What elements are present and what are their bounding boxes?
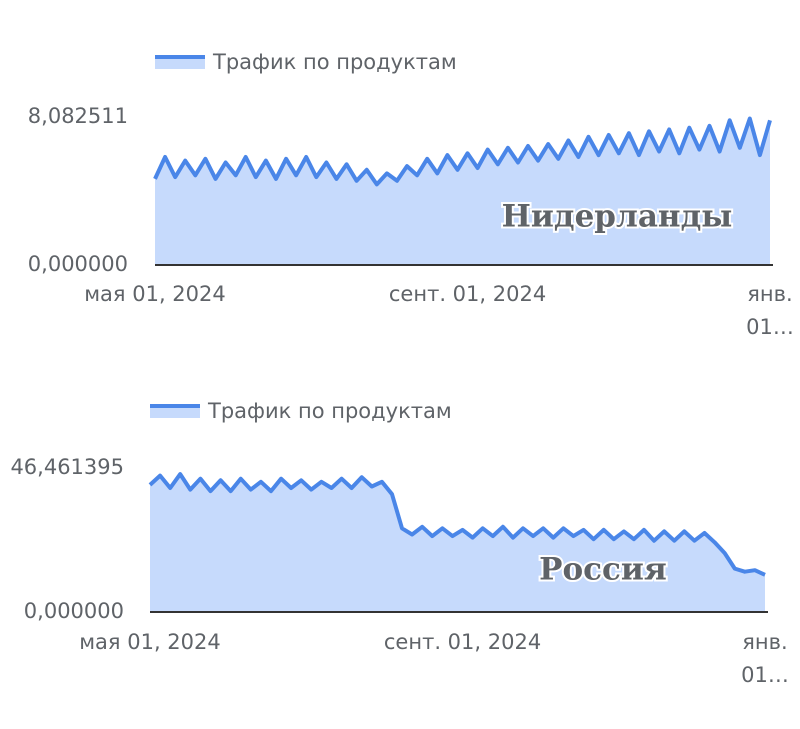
annotation: Россия — [539, 552, 667, 588]
y-tick-label: 8,082511 — [28, 104, 128, 128]
x-tick-label: мая 01, 2024 — [79, 630, 221, 654]
y-tick-label: 0,000000 — [28, 252, 128, 276]
annotation: Нидерланды — [502, 199, 733, 235]
area — [155, 118, 770, 265]
x-tick-label: янв. 01… — [741, 630, 789, 687]
x-tick-label: мая 01, 2024 — [84, 282, 226, 306]
x-tick-label: сент. 01, 2024 — [384, 630, 541, 654]
legend-label: Трафик по продуктам — [212, 50, 457, 74]
y-tick-label: 0,000000 — [24, 599, 124, 623]
line — [153, 116, 772, 187]
legend-label: Трафик по продуктам — [207, 399, 452, 423]
area — [150, 474, 765, 612]
x-tick-label: сент. 01, 2024 — [389, 282, 546, 306]
line — [148, 472, 766, 577]
y-tick-label: 46,461395 — [10, 455, 124, 479]
x-tick-label: янв. 01… — [746, 282, 794, 339]
